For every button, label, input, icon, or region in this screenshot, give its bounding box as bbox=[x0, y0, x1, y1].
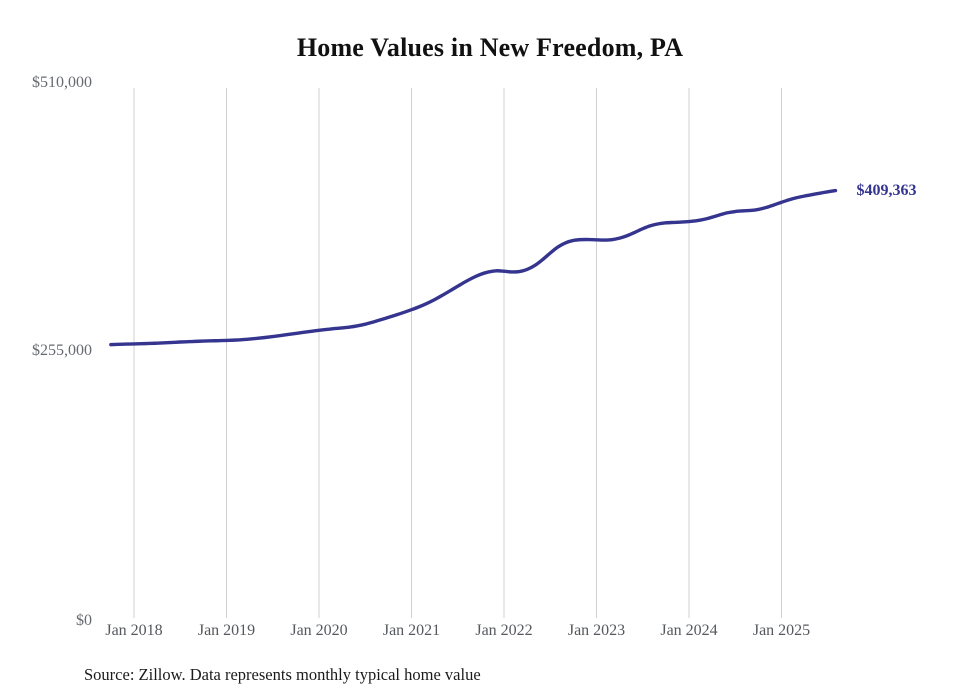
x-axis-tick-label: Jan 2018 bbox=[105, 622, 163, 639]
x-axis-tick-label: Jan 2021 bbox=[382, 622, 441, 639]
x-axis-tick-label: Jan 2020 bbox=[290, 622, 348, 639]
y-axis-tick-label-max: $510,000 bbox=[32, 74, 92, 91]
x-axis-tick-label: Jan 2025 bbox=[752, 622, 811, 639]
y-axis-tick-label-mid: $255,000 bbox=[32, 341, 92, 359]
x-axis-tick-label: Jan 2022 bbox=[475, 622, 533, 639]
x-axis-tick-label: Jan 2024 bbox=[660, 622, 718, 639]
x-axis-tick-label: Jan 2023 bbox=[567, 622, 626, 639]
chart-title: Home Values in New Freedom, PA bbox=[296, 33, 684, 62]
gridlines bbox=[133, 88, 782, 618]
y-axis-tick-label-zero: $0 bbox=[76, 612, 92, 629]
home-value-line bbox=[109, 188, 838, 347]
x-axis-tick-label: Jan 2019 bbox=[197, 622, 256, 639]
source-note: Source: Zillow. Data represents monthly … bbox=[84, 665, 481, 684]
end-value-annotation: $409,363 bbox=[856, 181, 917, 199]
